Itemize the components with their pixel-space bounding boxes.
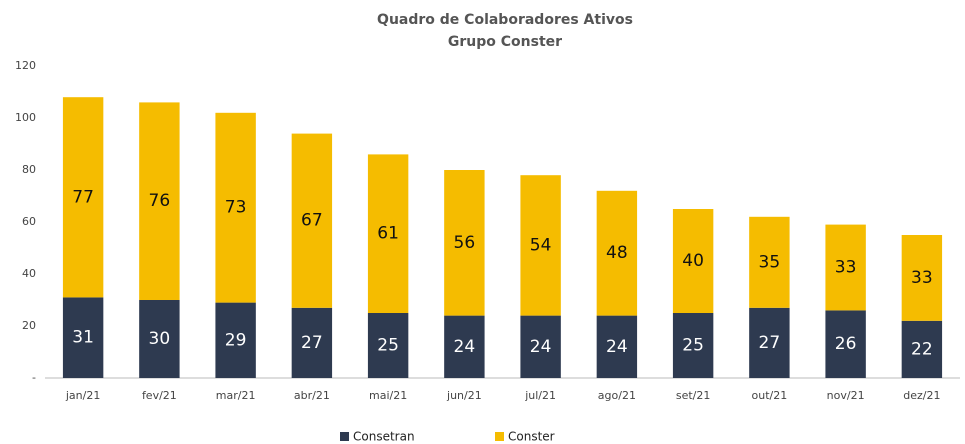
chart-subtitle: Grupo Conster: [448, 34, 562, 50]
x-tick-label: ago/21: [598, 389, 636, 402]
data-label: 73: [225, 198, 247, 218]
data-label: 48: [606, 243, 628, 263]
y-tick-label: 60: [22, 215, 36, 228]
data-label: 61: [377, 224, 399, 244]
x-tick-label: jun/21: [446, 389, 482, 402]
data-label: 54: [530, 235, 552, 255]
data-label: 26: [835, 334, 857, 354]
x-tick-label: abr/21: [294, 389, 330, 402]
data-label: 22: [911, 339, 933, 359]
y-tick-label: 40: [22, 267, 36, 280]
bar-segment: [596, 190, 638, 316]
bar-segment: [672, 313, 714, 378]
bar-segment: [215, 112, 256, 303]
x-tick-label: fev/21: [142, 389, 177, 402]
x-tick-label: out/21: [752, 389, 788, 402]
data-label: 30: [149, 329, 171, 349]
bar-segment: [672, 209, 714, 313]
x-tick-label: set/21: [676, 389, 711, 402]
y-tick-label: 100: [15, 111, 36, 124]
data-label: 67: [301, 211, 323, 231]
bar-segment: [444, 315, 485, 378]
bar-segment: [825, 310, 866, 378]
x-tick-label: mar/21: [216, 389, 256, 402]
x-tick-label: dez/21: [903, 389, 940, 402]
x-tick-label: nov/21: [827, 389, 865, 402]
chart-title: Quadro de Colaboradores Ativos: [377, 12, 633, 28]
bar-segment: [62, 97, 104, 298]
bar-segment: [901, 320, 943, 378]
bar-segment: [291, 133, 333, 308]
data-label: 25: [682, 336, 704, 356]
data-label: 27: [301, 333, 323, 353]
legend-label: Conster: [508, 430, 555, 444]
bar-segment: [367, 154, 409, 313]
data-label: 35: [759, 252, 781, 272]
bar-segment: [825, 224, 866, 311]
data-label: 27: [759, 333, 781, 353]
bar-segment: [291, 307, 333, 378]
bar-segment: [139, 300, 180, 378]
data-label: 33: [835, 258, 857, 278]
bar-segment: [749, 307, 790, 378]
data-label: 31: [72, 328, 94, 348]
bar-segment: [62, 297, 104, 378]
y-tick-label: 80: [22, 163, 36, 176]
data-label: 77: [72, 187, 94, 207]
bar-segment: [139, 102, 180, 301]
bar-segment: [749, 216, 790, 308]
data-label: 33: [911, 268, 933, 288]
data-label: 24: [606, 337, 628, 357]
legend-label: Consetran: [353, 430, 415, 444]
data-label: 76: [149, 191, 171, 211]
y-tick-label: -: [32, 371, 36, 384]
legend-swatch: [340, 432, 349, 441]
data-label: 56: [454, 233, 476, 253]
bar-segment: [596, 315, 638, 378]
bar-segment: [901, 235, 943, 321]
bar-segment: [367, 313, 409, 378]
data-label: 24: [530, 337, 552, 357]
data-label: 24: [454, 337, 476, 357]
bar-segment: [444, 170, 485, 316]
x-tick-label: jul/21: [524, 389, 556, 402]
x-tick-label: jan/21: [65, 389, 100, 402]
data-label: 40: [682, 251, 704, 271]
bar-segment: [215, 302, 256, 378]
legend-swatch: [495, 432, 504, 441]
y-tick-label: 20: [22, 319, 36, 332]
y-tick-label: 120: [15, 59, 36, 72]
bar-segment: [520, 315, 561, 378]
data-label: 25: [377, 336, 399, 356]
bar-segment: [520, 175, 561, 316]
data-label: 29: [225, 330, 247, 350]
x-tick-label: mai/21: [369, 389, 407, 402]
